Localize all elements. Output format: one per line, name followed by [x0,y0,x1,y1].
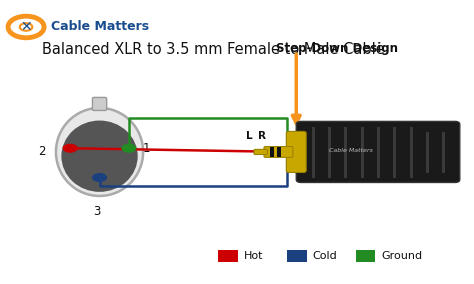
FancyBboxPatch shape [296,122,460,182]
FancyBboxPatch shape [277,147,281,157]
Text: 2: 2 [38,145,46,158]
Text: Hot: Hot [244,250,263,261]
Circle shape [63,144,78,153]
Text: 3: 3 [93,205,101,218]
Text: Step-Down Design: Step-Down Design [275,42,398,55]
Circle shape [121,144,137,153]
Text: L: L [246,131,252,141]
Text: Cold: Cold [312,250,337,261]
FancyBboxPatch shape [287,250,307,262]
FancyBboxPatch shape [286,131,306,172]
FancyBboxPatch shape [270,147,274,157]
Ellipse shape [56,108,143,196]
FancyBboxPatch shape [356,250,375,262]
Text: Cable Matters: Cable Matters [329,148,374,153]
Ellipse shape [61,120,137,192]
FancyBboxPatch shape [254,149,267,154]
FancyBboxPatch shape [264,147,293,157]
Text: Ground: Ground [381,250,422,261]
Circle shape [92,173,107,182]
Text: Cable Matters: Cable Matters [51,20,149,34]
FancyBboxPatch shape [92,97,107,110]
Text: ✕: ✕ [20,20,32,34]
Text: R: R [258,131,266,141]
Text: 1: 1 [142,142,150,155]
FancyBboxPatch shape [218,250,238,262]
Text: Balanced XLR to 3.5 mm Female to Male Cable: Balanced XLR to 3.5 mm Female to Male Ca… [42,42,385,57]
